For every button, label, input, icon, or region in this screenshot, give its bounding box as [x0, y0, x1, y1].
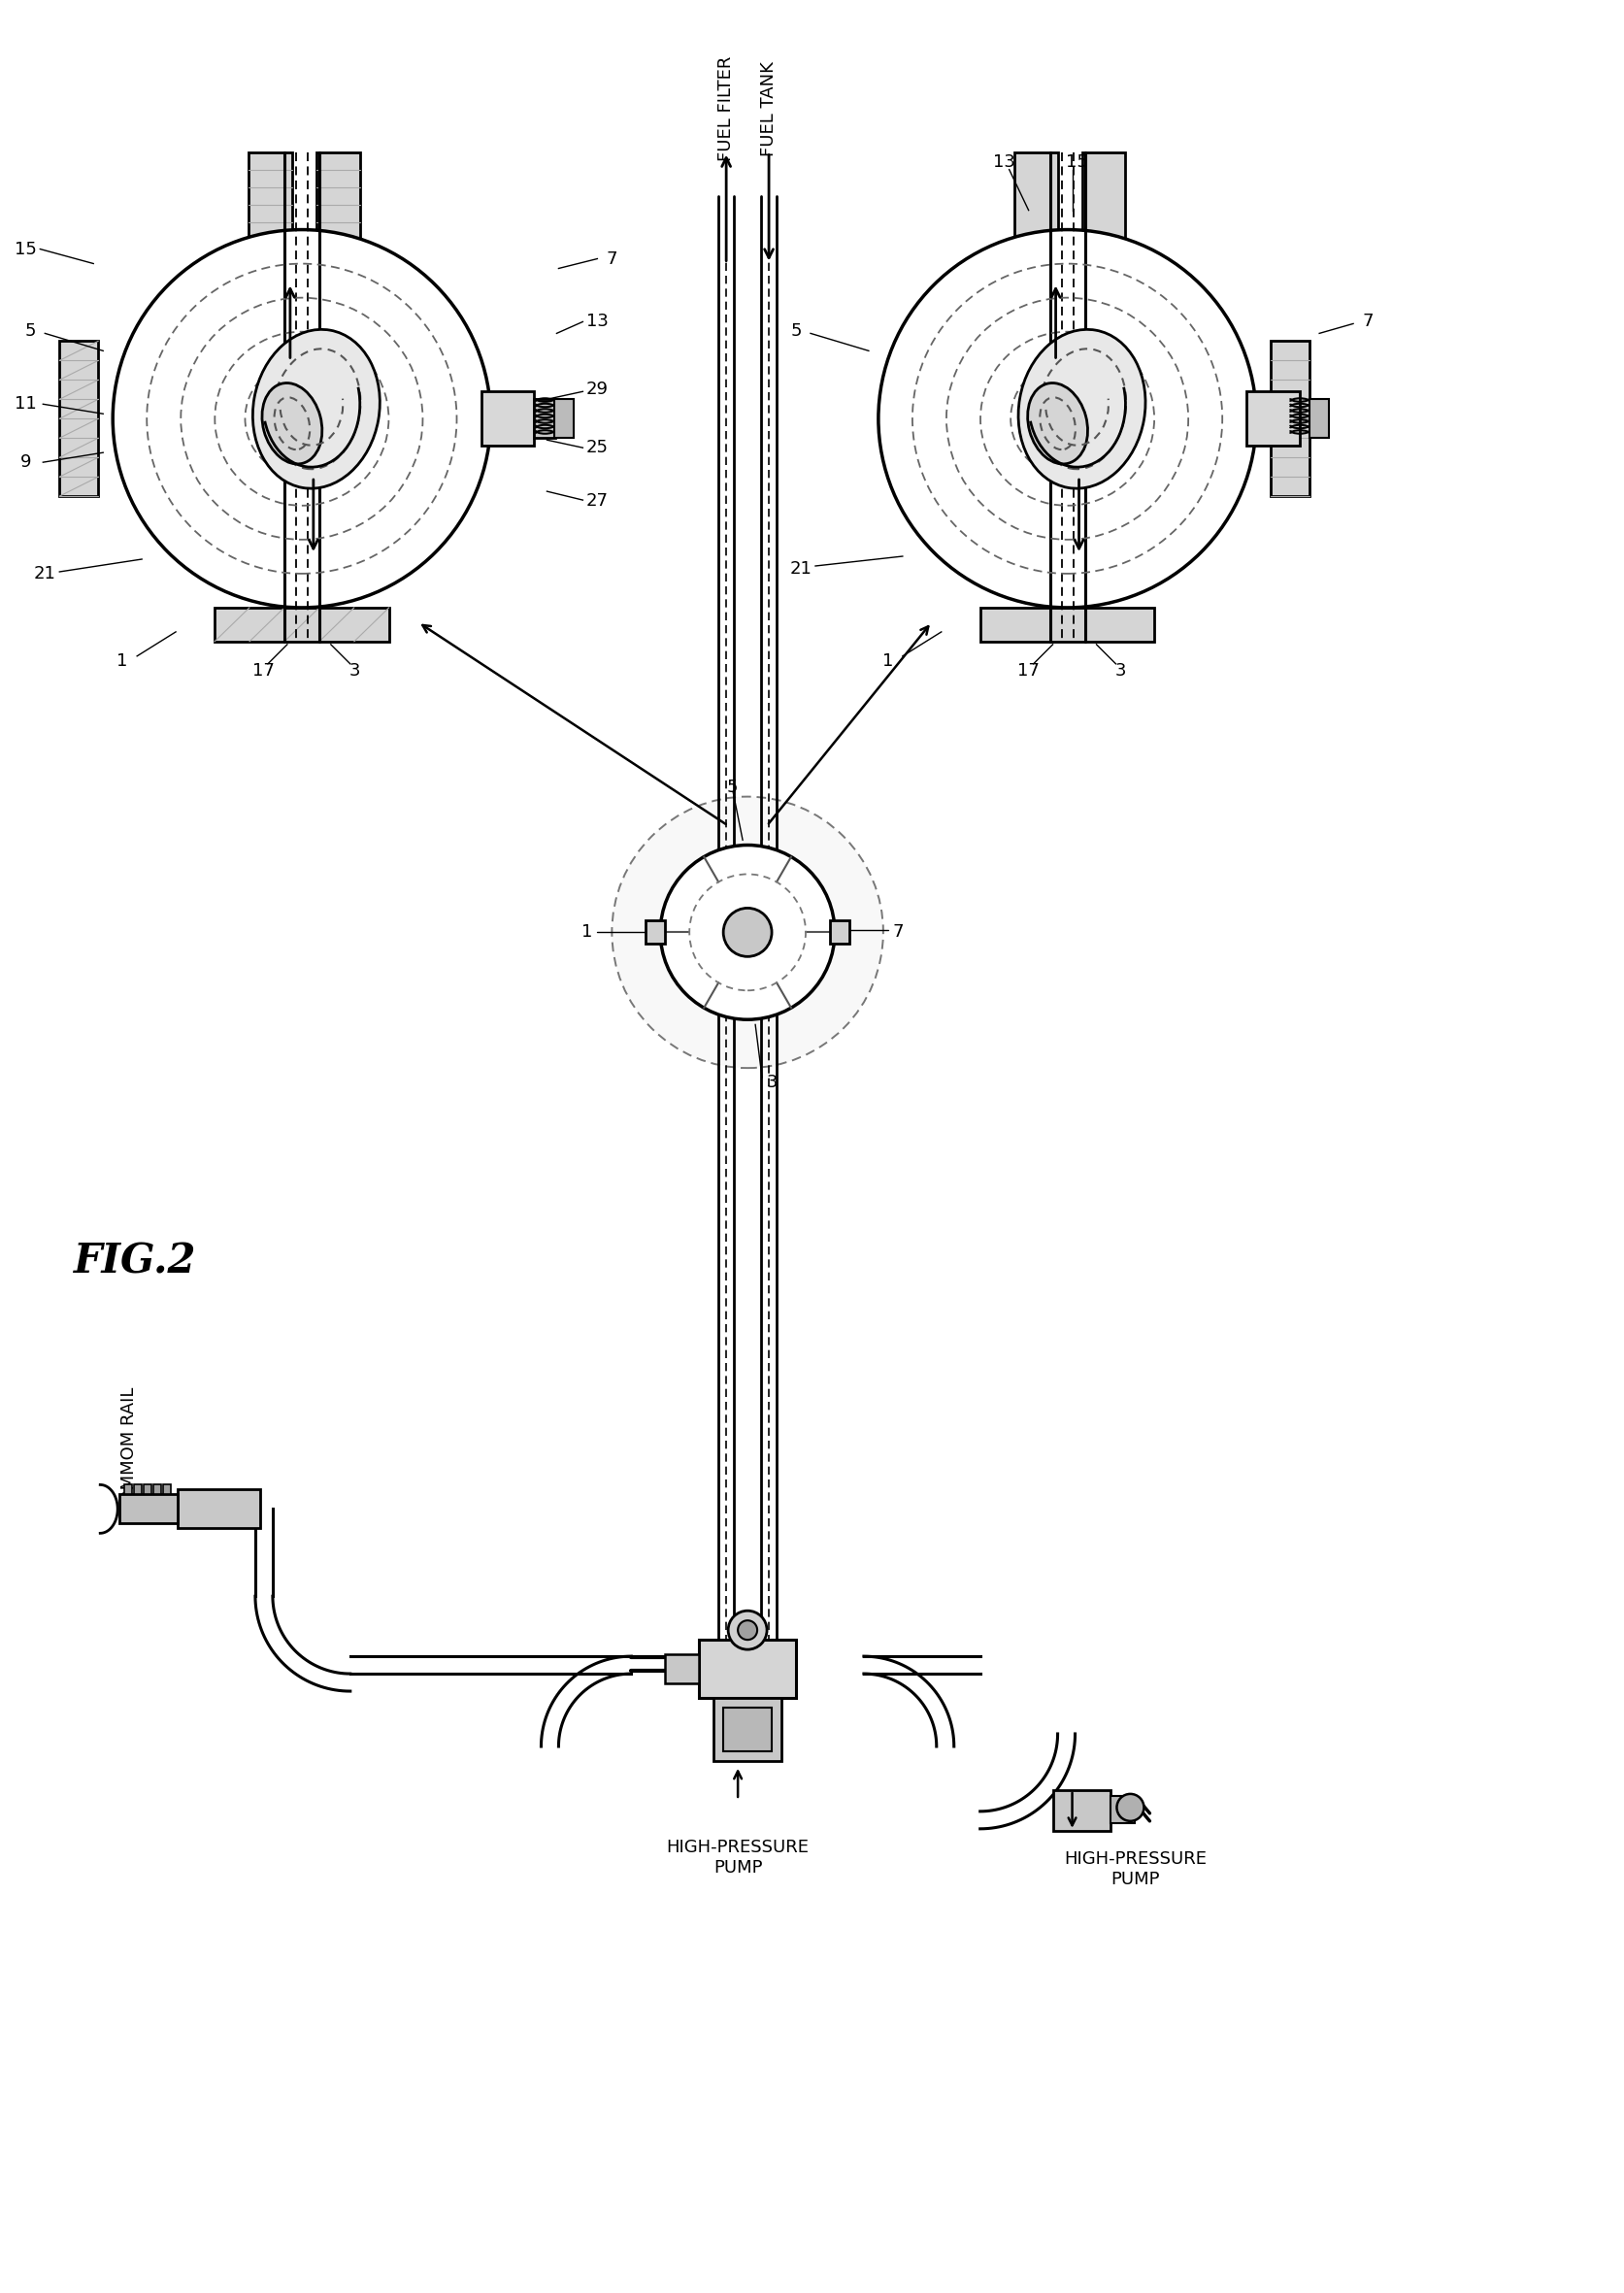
Text: 15: 15	[15, 241, 37, 257]
Text: 27: 27	[586, 493, 609, 509]
Bar	[1013, 151, 1057, 238]
Text: FUEL FILTER: FUEL FILTER	[718, 55, 736, 161]
Text: 29: 29	[586, 381, 609, 399]
Text: 1: 1	[117, 651, 128, 670]
Circle shape	[723, 908, 771, 956]
Text: 5: 5	[24, 323, 36, 339]
Circle shape	[612, 796, 883, 1069]
Bar	[154, 1486, 161, 1495]
Circle shape	[728, 1610, 767, 1649]
Bar	[120, 1495, 177, 1523]
Bar	[60, 342, 99, 495]
Bar	[698, 1639, 796, 1697]
Text: FUEL TANK: FUEL TANK	[760, 62, 778, 156]
Ellipse shape	[261, 383, 322, 463]
Bar	[162, 1486, 171, 1495]
Text: 13: 13	[994, 154, 1015, 170]
Text: 25: 25	[586, 438, 609, 456]
Text: 17: 17	[252, 663, 274, 679]
Circle shape	[879, 229, 1257, 608]
Text: COMMOM RAIL: COMMOM RAIL	[120, 1387, 138, 1516]
Ellipse shape	[1028, 383, 1088, 463]
Text: 21: 21	[789, 559, 812, 578]
Bar	[1272, 342, 1309, 495]
Bar	[248, 151, 292, 238]
Circle shape	[737, 1621, 757, 1639]
Bar	[125, 1486, 132, 1495]
Text: 5: 5	[791, 323, 802, 339]
Bar	[1247, 392, 1299, 445]
Text: 15: 15	[1065, 154, 1088, 170]
Text: 17: 17	[1018, 663, 1039, 679]
Text: 7: 7	[893, 924, 905, 940]
Text: 3: 3	[767, 1073, 778, 1091]
Bar	[713, 1697, 781, 1761]
Bar	[1052, 1791, 1111, 1830]
Bar	[646, 922, 666, 945]
Text: HIGH-PRESSURE
PUMP: HIGH-PRESSURE PUMP	[666, 1839, 809, 1876]
Text: 7: 7	[606, 250, 617, 268]
Bar	[666, 1653, 698, 1683]
Text: 21: 21	[34, 564, 57, 582]
Bar	[135, 1486, 141, 1495]
Text: 13: 13	[586, 312, 609, 330]
Text: 7: 7	[1363, 312, 1374, 330]
Bar	[1082, 151, 1125, 238]
Bar	[214, 608, 390, 642]
Text: 1: 1	[882, 651, 893, 670]
Ellipse shape	[1018, 330, 1145, 488]
Bar	[555, 399, 575, 438]
Circle shape	[661, 846, 835, 1020]
Text: 3: 3	[349, 663, 361, 679]
Circle shape	[1117, 1793, 1143, 1821]
Bar	[534, 399, 555, 438]
Text: FIG.2: FIG.2	[75, 1241, 197, 1282]
Bar	[723, 1708, 771, 1752]
Ellipse shape	[253, 330, 380, 488]
Text: 5: 5	[726, 777, 737, 796]
Bar	[1111, 1795, 1135, 1823]
Bar	[145, 1486, 151, 1495]
Text: 9: 9	[19, 454, 31, 470]
Circle shape	[112, 229, 490, 608]
Text: 11: 11	[15, 394, 37, 413]
Text: 3: 3	[1116, 663, 1125, 679]
Bar	[317, 151, 361, 238]
Text: HIGH-PRESSURE
PUMP: HIGH-PRESSURE PUMP	[1064, 1850, 1207, 1889]
Bar	[177, 1490, 260, 1529]
Bar	[481, 392, 534, 445]
Bar	[981, 608, 1155, 642]
Text: 1: 1	[581, 924, 593, 940]
Bar	[1309, 399, 1328, 438]
Bar	[830, 922, 849, 945]
